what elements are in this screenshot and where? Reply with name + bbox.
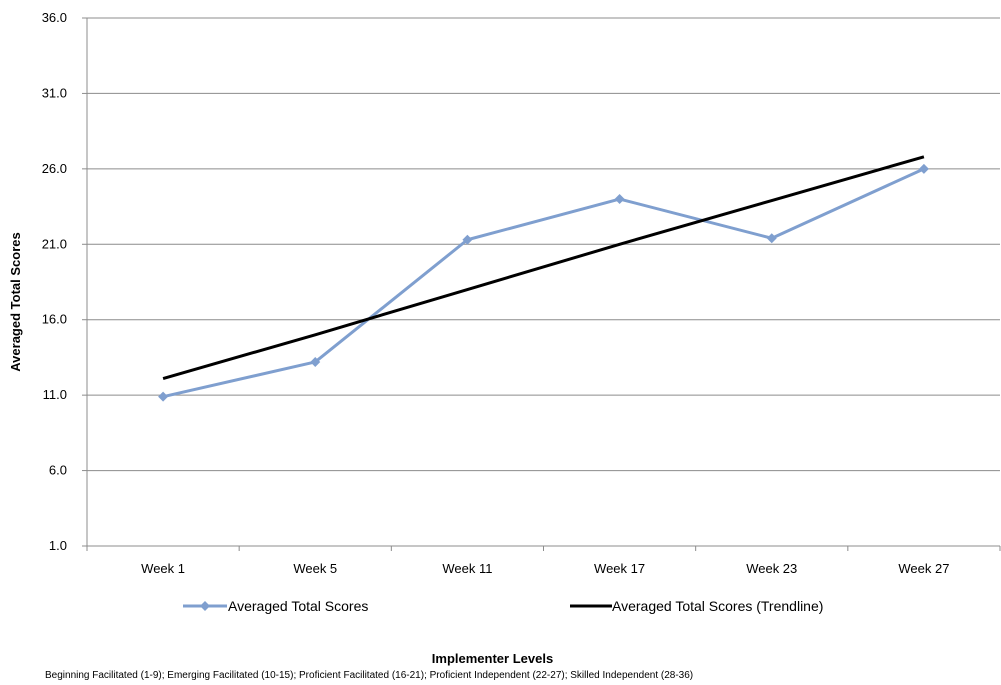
y-tick-label: 1.0 xyxy=(49,538,67,553)
y-axis-title: Averaged Total Scores xyxy=(8,232,23,371)
data-point-marker xyxy=(614,194,625,205)
x-tick-label: Week 1 xyxy=(141,561,185,576)
level-note: Beginning Facilitated (1-9); Emerging Fa… xyxy=(45,670,694,681)
legend-label: Averaged Total Scores (Trendline) xyxy=(612,598,823,614)
legend-marker xyxy=(200,601,210,611)
y-tick-label: 11.0 xyxy=(43,387,67,402)
legend: Averaged Total Scores Averaged Total Scor… xyxy=(183,598,823,614)
y-tick-label: 36.0 xyxy=(42,10,67,25)
y-tick-labels: 1.0 6.0 11.0 16.0 21.0 26.0 31.0 36.0 xyxy=(42,10,67,553)
x-tick-label: Week 5 xyxy=(293,561,337,576)
y-tick-label: 31.0 xyxy=(42,85,67,100)
data-point-marker xyxy=(766,233,777,244)
y-tick-label: 6.0 xyxy=(49,463,67,478)
data-point-marker xyxy=(918,163,929,174)
x-tick-label: Week 17 xyxy=(594,561,645,576)
series xyxy=(158,155,929,402)
x-tick-label: Week 27 xyxy=(898,561,949,576)
data-point-marker xyxy=(462,234,473,245)
y-tick-label: 16.0 xyxy=(42,312,67,327)
x-tick-label: Week 23 xyxy=(746,561,797,576)
y-tick-label: 21.0 xyxy=(42,236,67,251)
x-tick-label: Week 11 xyxy=(442,561,492,576)
axes xyxy=(82,17,1001,551)
legend-label: Averaged Total Scores xyxy=(228,598,368,614)
x-tick-labels: Week 1 Week 5 Week 11 Week 17 Week 23 Week 27 xyxy=(141,561,949,576)
y-tick-label: 26.0 xyxy=(42,161,67,176)
gridlines xyxy=(87,17,1000,472)
series-line xyxy=(162,167,925,399)
data-point-marker xyxy=(310,356,321,367)
x-axis-title: Implementer Levels xyxy=(431,651,554,666)
data-point-marker xyxy=(158,391,169,402)
trendline xyxy=(162,155,925,380)
